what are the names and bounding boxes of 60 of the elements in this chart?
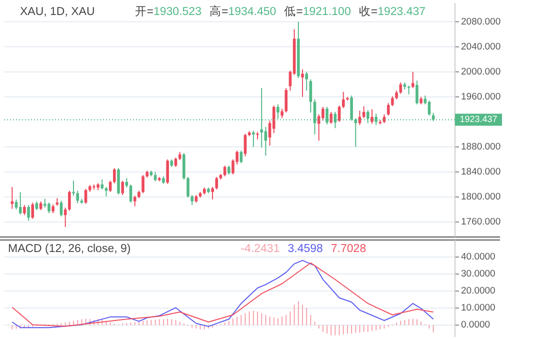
candlestick bbox=[272, 105, 276, 134]
candlestick bbox=[407, 85, 410, 95]
annotation: 收=1923.437 bbox=[358, 5, 426, 18]
candlestick bbox=[23, 204, 26, 216]
annotation: 开=1930.523 bbox=[134, 5, 202, 18]
candlestick bbox=[399, 82, 402, 94]
candlestick bbox=[322, 106, 324, 122]
y-tick-label: 2000.000 bbox=[461, 66, 501, 78]
candlestick bbox=[244, 133, 247, 157]
candlestick bbox=[211, 186, 214, 200]
ref-line-label: 1923.437 bbox=[460, 114, 498, 124]
y-tick-label: 40.0000 bbox=[461, 252, 496, 263]
y-tick-label: 1960.000 bbox=[461, 91, 501, 102]
candlestick bbox=[370, 108, 374, 124]
y-tick-label: 1880.000 bbox=[461, 141, 501, 152]
candlestick bbox=[117, 168, 120, 195]
candlestick bbox=[190, 194, 194, 206]
candlestick bbox=[48, 202, 50, 214]
annotation: 低=1921.100 bbox=[284, 5, 351, 18]
y-tick-label: 30.0000 bbox=[461, 268, 496, 280]
chart-title: MACD (12, 26, close, 9) bbox=[8, 243, 131, 255]
candlestick bbox=[31, 202, 34, 220]
candlestick bbox=[391, 96, 394, 107]
candlestick bbox=[142, 174, 144, 194]
candlestick bbox=[386, 102, 390, 116]
chart-title: XAU, 1D, XAU bbox=[20, 6, 95, 18]
y-tick-label: 2080.000 bbox=[461, 16, 501, 28]
y-tick-label: 2040.000 bbox=[461, 41, 501, 52]
candlestick bbox=[76, 190, 79, 204]
y-tick-label: 1760.000 bbox=[461, 216, 501, 228]
candlestick bbox=[284, 88, 288, 113]
candlestick bbox=[309, 78, 312, 113]
annotation: 高=1934.450 bbox=[209, 4, 276, 18]
series-label: 3.4598 bbox=[288, 243, 323, 255]
candlestick bbox=[129, 184, 132, 204]
candlestick bbox=[215, 176, 218, 190]
candlestick bbox=[186, 176, 190, 198]
candlestick bbox=[27, 204, 30, 222]
y-tick-label: 1840.000 bbox=[461, 166, 501, 178]
candlestick bbox=[68, 190, 71, 212]
text: -4.2431 bbox=[240, 243, 280, 255]
candlestick bbox=[18, 191, 22, 215]
candlestick bbox=[100, 178, 104, 190]
candlestick bbox=[121, 180, 124, 196]
candlestick bbox=[166, 158, 169, 184]
candlestick bbox=[301, 68, 304, 98]
candlestick bbox=[342, 91, 345, 109]
candlestick bbox=[252, 130, 255, 148]
candlestick bbox=[280, 108, 284, 119]
candlestick bbox=[182, 152, 186, 180]
candlestick bbox=[133, 195, 136, 207]
series-label: 7.7028 bbox=[330, 243, 366, 255]
candlestick bbox=[113, 168, 116, 184]
y-tick-label: 20.0000 bbox=[461, 286, 496, 297]
candlestick bbox=[411, 71, 414, 89]
y-tick-label: 1800.000 bbox=[461, 191, 501, 202]
candlestick bbox=[416, 80, 418, 105]
candlestick bbox=[305, 71, 308, 92]
y-tick-label: 10.0000 bbox=[461, 302, 496, 314]
y-tick-label: 0.0000 bbox=[461, 320, 490, 331]
